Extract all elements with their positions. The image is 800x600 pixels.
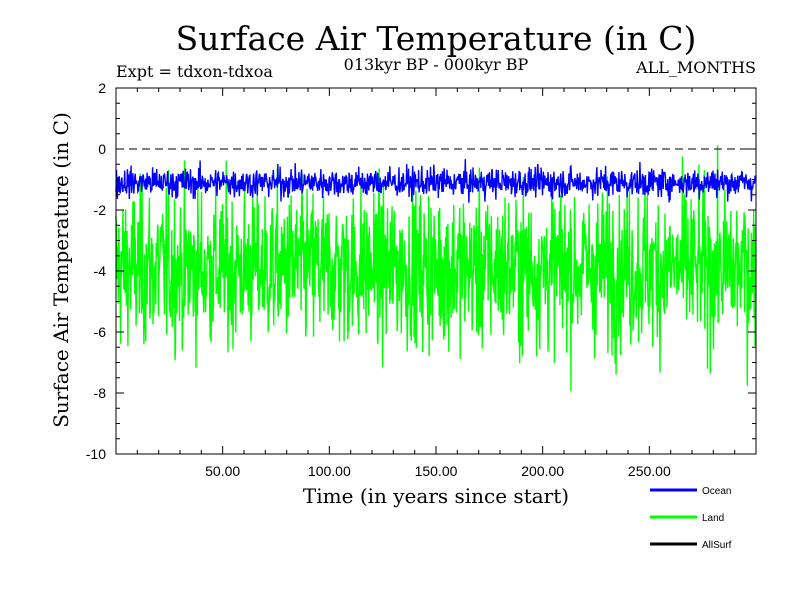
x-tick-label: 100.00 [308, 463, 351, 479]
legend-label-ocean: Ocean [702, 486, 731, 497]
y-tick-label: 0 [98, 141, 106, 157]
y-tick-label: -2 [94, 202, 107, 218]
series-layer [115, 145, 757, 392]
experiment-label: Expt = tdxon-tdxoa [116, 62, 273, 81]
x-tick-label: 250.00 [628, 463, 671, 479]
legend-label-land: Land [702, 513, 724, 524]
y-tick-label: -8 [94, 385, 107, 401]
x-axis-title: Time (in years since start) [303, 484, 569, 508]
chart-title: Surface Air Temperature (in C) [176, 19, 697, 58]
legend: Ocean Land AllSurf [650, 486, 732, 551]
y-axis-title: Surface Air Temperature (in C) [49, 112, 73, 428]
y-tick-label: 2 [98, 80, 106, 96]
months-label: ALL_MONTHS [635, 58, 756, 77]
series-ocean-line [115, 159, 757, 203]
tick-layer: 50.00 100.00 150.00 200.00 250.00 2 0 -2 -4 -6 -8 -… [86, 80, 756, 479]
y-tick-label: -4 [94, 263, 107, 279]
y-tick-label: -6 [94, 324, 107, 340]
x-tick-label: 200.00 [521, 463, 564, 479]
x-tick-label: 150.00 [415, 463, 458, 479]
legend-label-allsurf: AllSurf [702, 540, 732, 551]
series-land-line [115, 145, 757, 392]
y-tick-label: -10 [86, 446, 106, 462]
x-tick-label: 50.00 [205, 463, 240, 479]
period-label: 013kyr BP - 000kyr BP [344, 55, 529, 74]
